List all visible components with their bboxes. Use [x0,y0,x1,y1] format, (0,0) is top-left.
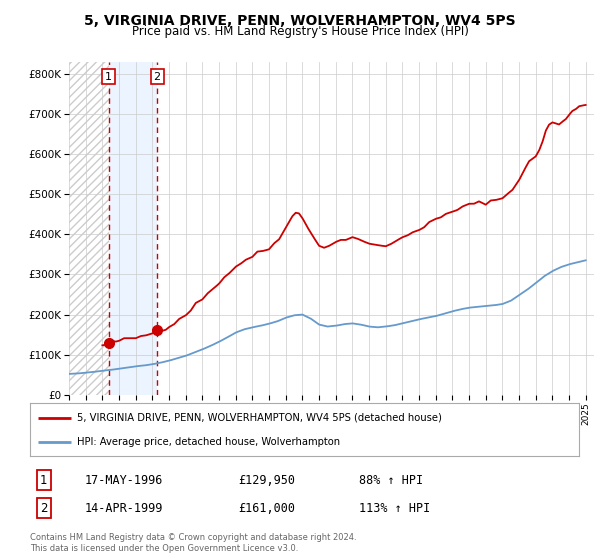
Text: Price paid vs. HM Land Registry's House Price Index (HPI): Price paid vs. HM Land Registry's House … [131,25,469,38]
Text: This data is licensed under the Open Government Licence v3.0.: This data is licensed under the Open Gov… [30,544,298,553]
Text: 1: 1 [40,474,47,487]
Text: 5, VIRGINIA DRIVE, PENN, WOLVERHAMPTON, WV4 5PS (detached house): 5, VIRGINIA DRIVE, PENN, WOLVERHAMPTON, … [77,413,442,423]
Text: £129,950: £129,950 [239,474,296,487]
Text: HPI: Average price, detached house, Wolverhampton: HPI: Average price, detached house, Wolv… [77,437,340,447]
Text: 2: 2 [40,502,47,515]
Text: 5, VIRGINIA DRIVE, PENN, WOLVERHAMPTON, WV4 5PS: 5, VIRGINIA DRIVE, PENN, WOLVERHAMPTON, … [84,14,516,28]
Text: 113% ↑ HPI: 113% ↑ HPI [359,502,431,515]
Text: 14-APR-1999: 14-APR-1999 [85,502,163,515]
Text: 17-MAY-1996: 17-MAY-1996 [85,474,163,487]
Text: 88% ↑ HPI: 88% ↑ HPI [359,474,424,487]
Text: 2: 2 [154,72,161,82]
Text: £161,000: £161,000 [239,502,296,515]
Text: Contains HM Land Registry data © Crown copyright and database right 2024.: Contains HM Land Registry data © Crown c… [30,533,356,542]
Text: 1: 1 [105,72,112,82]
